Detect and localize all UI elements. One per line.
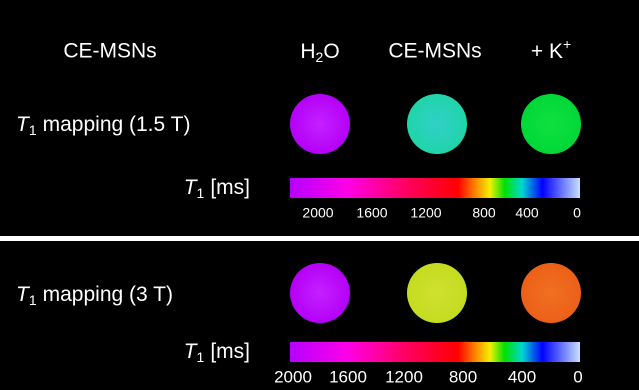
colorbar-tick-label: 1600 bbox=[356, 205, 387, 221]
sample-circle bbox=[290, 263, 350, 323]
colorbar-label: T1[ms] bbox=[184, 340, 250, 365]
header-label: CE-MSNs bbox=[63, 40, 156, 63]
colorbar-tick-label: 400 bbox=[508, 367, 536, 386]
colorbar-label: T1[ms] bbox=[184, 176, 250, 201]
text: mapping (3 T) bbox=[43, 283, 173, 306]
colorbar-tick-label: 2000 bbox=[302, 205, 333, 221]
colorbar-tick-label: 0 bbox=[573, 367, 582, 386]
colorbar-tick-label: 1600 bbox=[329, 367, 367, 386]
figure: CE-MSNs H2O CE-MSNs + K+ T1mapping (1.5 … bbox=[0, 0, 639, 390]
subscript: 1 bbox=[29, 122, 37, 138]
subscript: 1 bbox=[197, 185, 205, 201]
sample-circle bbox=[290, 94, 350, 154]
text: [ms] bbox=[210, 176, 250, 199]
colorbar-tick-label: 0 bbox=[573, 205, 581, 221]
column-header: CE-MSNs bbox=[388, 40, 481, 63]
colorbar bbox=[290, 342, 580, 362]
text: H bbox=[300, 40, 315, 63]
text: + K bbox=[531, 40, 563, 63]
sample-circle bbox=[521, 94, 581, 154]
subscript: 1 bbox=[29, 292, 37, 308]
subscript: 1 bbox=[197, 349, 205, 365]
text: [ms] bbox=[210, 340, 250, 363]
separator bbox=[0, 236, 639, 241]
sample-circle bbox=[521, 263, 581, 323]
colorbar-tick-label: 2000 bbox=[274, 367, 312, 386]
colorbar-tick-label: 400 bbox=[515, 205, 539, 221]
colorbar-tick-label: 800 bbox=[472, 205, 496, 221]
colorbar bbox=[290, 178, 580, 198]
colorbar-tick-label: 1200 bbox=[410, 205, 441, 221]
colorbar-tick-label: 800 bbox=[449, 367, 477, 386]
text: mapping (1.5 T) bbox=[43, 113, 191, 136]
text: O bbox=[323, 40, 339, 63]
subscript: 2 bbox=[316, 49, 324, 65]
colorbar-tick-label: 1200 bbox=[385, 367, 423, 386]
sample-circle bbox=[407, 263, 467, 323]
superscript: + bbox=[563, 36, 571, 52]
sample-circle bbox=[407, 94, 467, 154]
